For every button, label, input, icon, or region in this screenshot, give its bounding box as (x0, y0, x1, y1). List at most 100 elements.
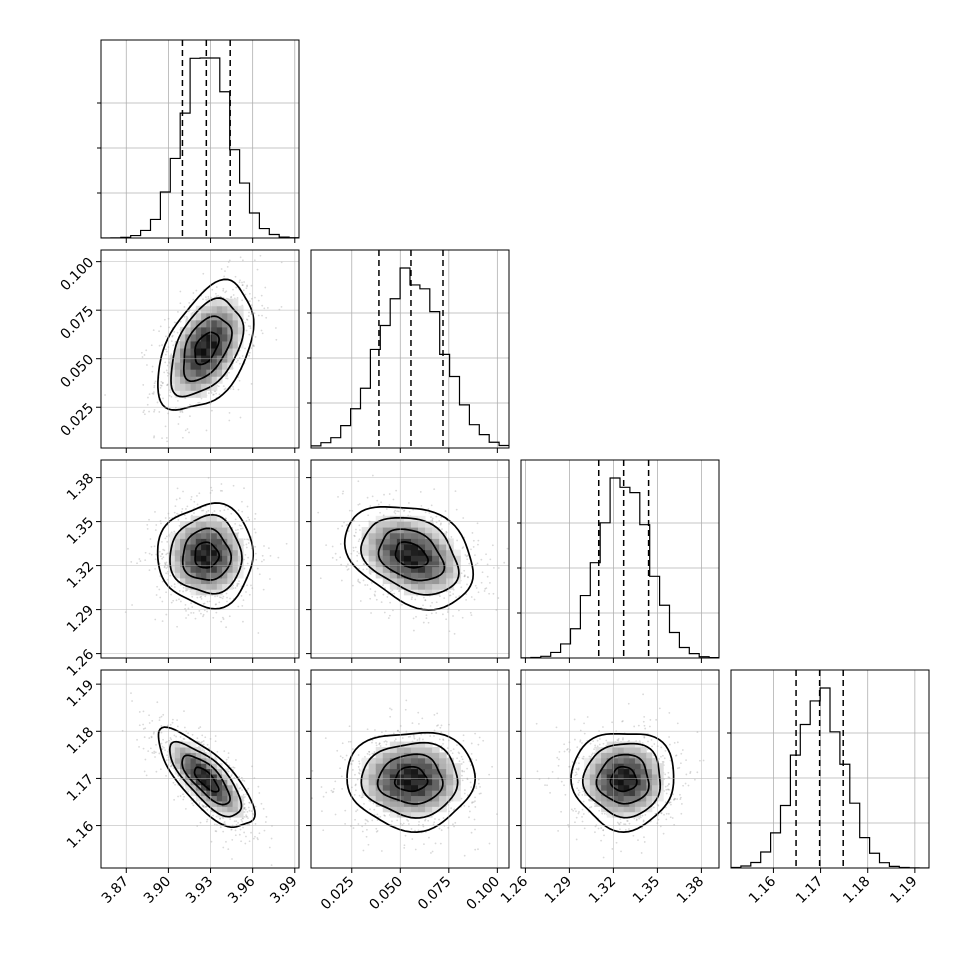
density-cell (432, 532, 440, 539)
sample-point (427, 819, 430, 822)
sample-point (243, 803, 246, 805)
density-cell (375, 549, 384, 556)
sample-point (206, 808, 209, 811)
density-cell (185, 544, 192, 551)
density-cell (403, 583, 412, 590)
contours-2-0 (156, 502, 255, 610)
density-cell (174, 340, 181, 349)
sample-point (374, 594, 376, 597)
sample-point (473, 818, 476, 821)
sample-point (238, 787, 241, 790)
density-cell (227, 312, 234, 321)
sample-point (244, 795, 246, 798)
sample-point (410, 598, 413, 601)
y-tick-label: 1.16 (64, 818, 97, 851)
sample-point (348, 509, 351, 512)
sample-point (166, 740, 168, 743)
density-cell (190, 572, 197, 579)
sample-point (308, 574, 310, 576)
sample-point (235, 820, 238, 822)
sample-point (217, 385, 220, 388)
sample-point (218, 601, 221, 604)
sample-point (486, 575, 489, 578)
sample-point (141, 356, 144, 358)
density-cell (206, 589, 213, 596)
sample-point (164, 741, 167, 744)
sample-point (216, 595, 219, 598)
sample-point (160, 384, 163, 387)
sample-point (212, 616, 215, 619)
sample-point (353, 519, 355, 522)
sample-point (254, 531, 257, 534)
density-cell (361, 527, 370, 534)
sample-point (248, 809, 251, 812)
panel-frame (100, 459, 300, 659)
density-cell (206, 577, 213, 585)
sample-point (170, 764, 173, 766)
sample-point (146, 403, 149, 406)
density-cell (195, 577, 202, 585)
sample-point (440, 522, 442, 525)
density-cell (201, 527, 207, 534)
sample-point (357, 766, 360, 768)
sample-point (470, 742, 473, 745)
sample-point (466, 576, 469, 578)
sample-point (185, 508, 187, 510)
sample-point (155, 594, 158, 596)
density-cell (201, 326, 207, 335)
density-cell (211, 376, 218, 384)
density-cell (195, 757, 202, 764)
sample-point (489, 558, 492, 561)
density-cell (216, 790, 223, 797)
sample-point (173, 321, 176, 324)
density-cell (211, 572, 218, 579)
density-cell (432, 544, 440, 551)
sample-point (237, 509, 240, 512)
sample-point (366, 752, 369, 755)
density-cell (190, 515, 197, 522)
sample-point (247, 516, 250, 519)
sample-point (152, 392, 155, 395)
sample-point (179, 411, 182, 413)
density-cell (418, 583, 426, 590)
sample-point (205, 511, 208, 513)
density-cell (180, 521, 186, 528)
sample-point (182, 798, 185, 801)
density-cell (185, 566, 192, 573)
density-cell (403, 566, 412, 573)
sample-point (440, 829, 443, 832)
density-cell (222, 566, 228, 573)
density-cell (216, 326, 223, 335)
sample-point (155, 524, 158, 526)
density-cell (174, 560, 181, 568)
sample-point (213, 510, 216, 512)
density-cell (227, 527, 234, 534)
sample-point (222, 287, 225, 290)
sample-point (420, 504, 423, 507)
sample-point (227, 848, 230, 851)
density-cell (418, 555, 426, 562)
sample-point (247, 556, 250, 559)
sample-point (154, 511, 156, 513)
sample-point (359, 529, 361, 531)
density-cell (232, 312, 239, 321)
sample-point (202, 602, 205, 605)
sample-point (163, 549, 166, 552)
sample-point (411, 722, 414, 724)
sample-point (256, 268, 259, 271)
sample-point (215, 295, 218, 298)
density-cell (211, 326, 218, 335)
sample-point (244, 321, 247, 324)
sample-point (214, 735, 217, 737)
sample-point (153, 382, 156, 385)
density-cell (206, 362, 213, 370)
sample-point (454, 821, 457, 824)
sample-point (238, 775, 241, 778)
density-cell (185, 340, 192, 349)
density-cell (211, 555, 218, 562)
sample-point (389, 590, 392, 593)
sample-point (226, 600, 228, 603)
density-cell (389, 555, 398, 562)
sample-point (183, 315, 186, 318)
y-tick-label: 1.38 (64, 471, 97, 504)
